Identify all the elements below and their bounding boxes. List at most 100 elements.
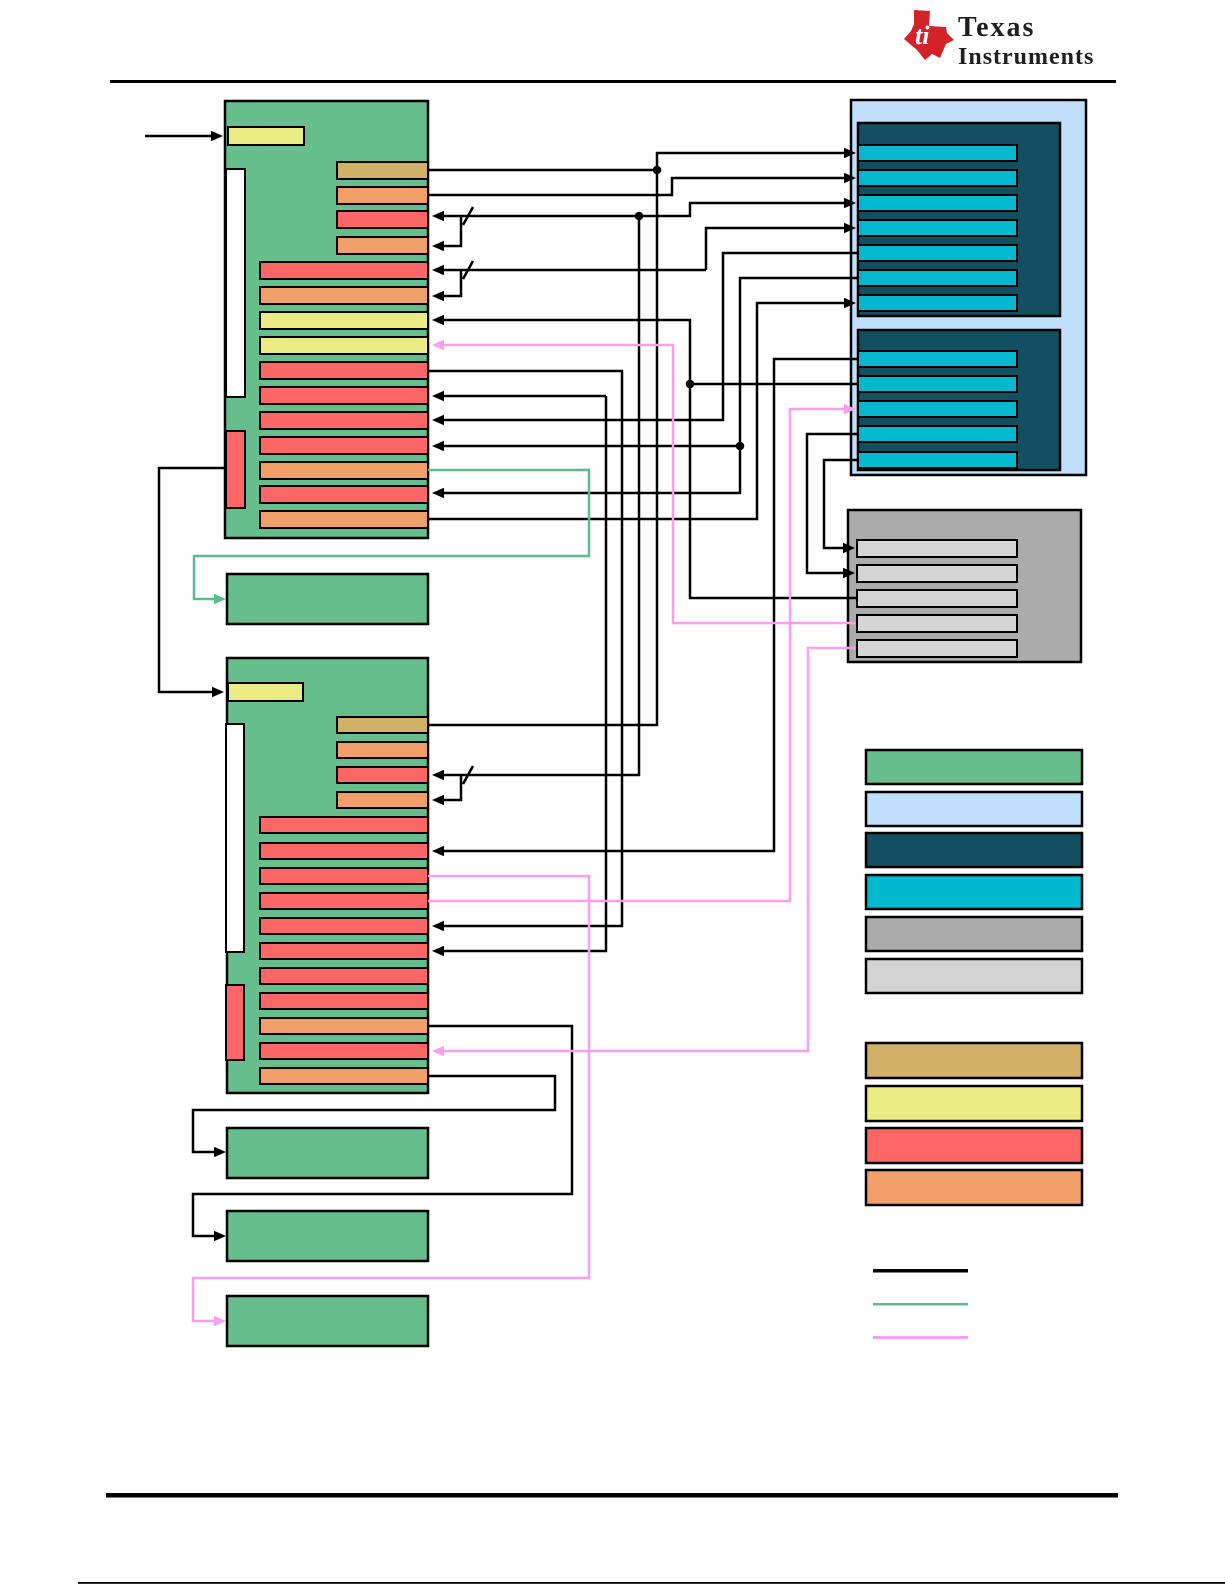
legend-swatch-gray (864, 915, 1084, 953)
xbar-b-bar5 (857, 451, 1018, 469)
module1-bar-s4 (336, 236, 429, 255)
trip-bus-to-module1-arrowhead (432, 210, 444, 222)
junction-dot-2 (634, 211, 644, 221)
tan-outputs-to-xbar-a1-arrowhead (844, 147, 856, 159)
legend-swatch-red (864, 1126, 1084, 1165)
module2-bar-w10 (259, 1042, 429, 1060)
aux-box-2 (225, 1209, 430, 1263)
xbar-a-bar7 (857, 294, 1018, 312)
bus-slash-1 (461, 206, 475, 226)
aux-box-3 (225, 1294, 430, 1348)
junction-dot-3 (685, 379, 695, 389)
mux4-to-module1-w4 (441, 343, 855, 625)
module2-bar-w3 (259, 867, 429, 885)
legend-swatch-tan (864, 1041, 1084, 1080)
module2-red-slot (225, 984, 245, 1061)
bus2-to-module1-w1-arrowhead (432, 264, 444, 276)
mux4-to-module1-w4-arrowhead (432, 339, 444, 351)
shared-line-module1-w6-arrowhead (432, 390, 444, 402)
module2-w4-to-xbar-b3-arrowhead (844, 403, 856, 415)
module1-bar-w5 (259, 361, 429, 380)
module1-w9-to-aux-mid (192, 468, 591, 601)
xbar-a-bar3 (857, 194, 1018, 212)
svg-text:ti: ti (915, 21, 930, 50)
orange1-to-xbar-a2 (428, 176, 847, 197)
xbar-a5-to-module1-w7 (441, 251, 858, 422)
legend-swatch-dark-teal (864, 831, 1084, 869)
module1-w11-to-xbar-a7-arrowhead (844, 297, 856, 309)
bus2-hook-module1-w2-arrowhead (432, 290, 444, 302)
bus2-hook-module1-w2 (441, 270, 463, 298)
module1-bar-w1 (259, 261, 429, 280)
legend-line-seafoam (873, 1303, 968, 1306)
module2-bar-s2 (336, 741, 429, 759)
xbar-a-bar1 (857, 144, 1018, 162)
xbar-b2-to-module1-w3-arrowhead (432, 314, 444, 326)
shared-line-module2-w6-arrowhead (432, 945, 444, 957)
module1-bar-w2 (259, 286, 429, 305)
module1-bar-w7 (259, 411, 429, 430)
brand-line2: Instruments (958, 44, 1095, 70)
xbar-a6-to-module1-w8-arrowhead (432, 487, 444, 499)
mux-bar1 (856, 539, 1018, 558)
module1-bar-s1 (336, 161, 429, 180)
footer-rule (106, 1493, 1118, 1498)
module2-w11-to-aux1-arrowhead (214, 1146, 226, 1158)
module1-w9-to-aux-mid-arrowhead (214, 593, 226, 605)
module2-w9-to-aux2-arrowhead (214, 1230, 226, 1242)
orange1-to-xbar-a2-arrowhead (844, 172, 856, 184)
module2-w3-to-aux3 (191, 874, 591, 1323)
tan-trunk-to-module2 (428, 170, 659, 727)
module2-w9-to-aux2 (191, 1024, 574, 1238)
xbar-b1-to-module2-w2 (441, 357, 858, 853)
module1-slot (225, 168, 246, 398)
junction-dot-4 (735, 441, 745, 451)
xbar-a6-branch-module1-w10-arrowhead (432, 440, 444, 452)
module1-label-input-arrowhead (211, 130, 223, 142)
ti-texas-logo-icon: ti (904, 10, 954, 60)
legend-swatch-light-gray (864, 957, 1084, 995)
module2-bar-w7 (259, 967, 429, 985)
module2-bar-w5 (259, 917, 429, 935)
module1-label (227, 126, 305, 146)
xbar-b4-to-mux2 (805, 432, 858, 575)
mux-bar4 (856, 614, 1018, 633)
trip-bus-to-module2-arrowhead (432, 769, 444, 781)
module2-bar-s3 (336, 766, 429, 784)
module2-slot (225, 723, 245, 953)
module1-bar-w4 (259, 336, 429, 355)
xbar-a-bar4 (857, 219, 1018, 237)
xbar-a-bar5 (857, 244, 1018, 262)
module2-bar-s1 (336, 716, 429, 734)
module2-w3-to-aux3-arrowhead (214, 1315, 226, 1327)
mux-bar2 (856, 564, 1018, 583)
bus-slash-2 (461, 260, 475, 280)
module1-red-slot (225, 430, 246, 509)
brand-line1: Texas (958, 12, 1036, 43)
trip-hook-module1 (441, 216, 463, 248)
xbar-a-bar2 (857, 169, 1018, 187)
module1-w5-to-module2-w5 (428, 369, 624, 928)
legend-swatch-orange (864, 1168, 1084, 1207)
xbar-b-bar3 (857, 400, 1018, 418)
module2-bar-w2 (259, 842, 429, 860)
trip-hook-module1-arrowhead (432, 240, 444, 252)
bus-slash-3 (461, 765, 475, 785)
xbar-b5-to-mux1 (822, 458, 858, 550)
module2-bar-w4 (259, 892, 429, 910)
module1-to-module2-sync (157, 466, 225, 694)
xbar-b-bar2 (857, 375, 1018, 393)
xbar-a5-to-module1-w7-arrowhead (432, 414, 444, 426)
module1-w5-to-module2-w5-arrowhead (432, 920, 444, 932)
xbar-a6-to-module1-w8 (441, 276, 858, 495)
module1-bar-w8 (259, 436, 429, 455)
trip-hook-module2-arrowhead (432, 794, 444, 806)
legend-swatch-cyan (864, 873, 1084, 911)
module2-bar-s4 (336, 791, 429, 809)
module2-bar-w6 (259, 942, 429, 960)
module2-w4-to-xbar-b3 (428, 407, 847, 903)
module1-bar-s3 (336, 210, 429, 229)
module2-bar-w1 (259, 816, 429, 834)
mux-bar5 (856, 639, 1018, 658)
